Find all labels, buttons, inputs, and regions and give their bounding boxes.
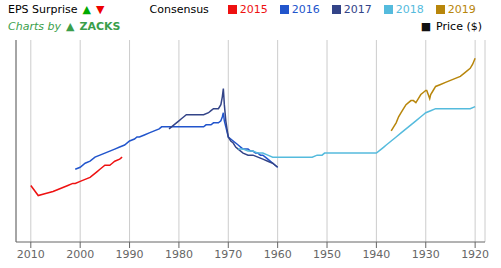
html-text:2015: 2015 (239, 2, 268, 16)
svg-text:1940: 1940 (362, 248, 390, 261)
html-text:2016: 2016 (291, 2, 320, 16)
html-text:▲ ZACKS: ▲ ZACKS (66, 19, 121, 33)
html-text:EPS Surprise ▲ ▼: EPS Surprise ▲ ▼ (8, 2, 105, 16)
html-text:2017: 2017 (343, 2, 372, 16)
svg-text:1950: 1950 (313, 248, 341, 261)
svg-text:2000: 2000 (66, 248, 94, 261)
svg-text:1990: 1990 (116, 248, 144, 261)
html-text:2019: 2019 (447, 2, 476, 16)
html-text:Consensus: Consensus (149, 2, 209, 16)
svg-text:1960: 1960 (264, 248, 292, 261)
svg-text:2010: 2010 (17, 248, 45, 261)
html-text:2018: 2018 (395, 2, 424, 16)
svg-text:1980: 1980 (165, 248, 193, 261)
html-text:Charts by: Charts by (8, 19, 61, 33)
svg-text:1970: 1970 (214, 248, 242, 261)
svg-text:1930: 1930 (412, 248, 440, 261)
html-text:■ Price ($): ■ Price ($) (420, 19, 482, 33)
svg-text:1920: 1920 (461, 248, 489, 261)
